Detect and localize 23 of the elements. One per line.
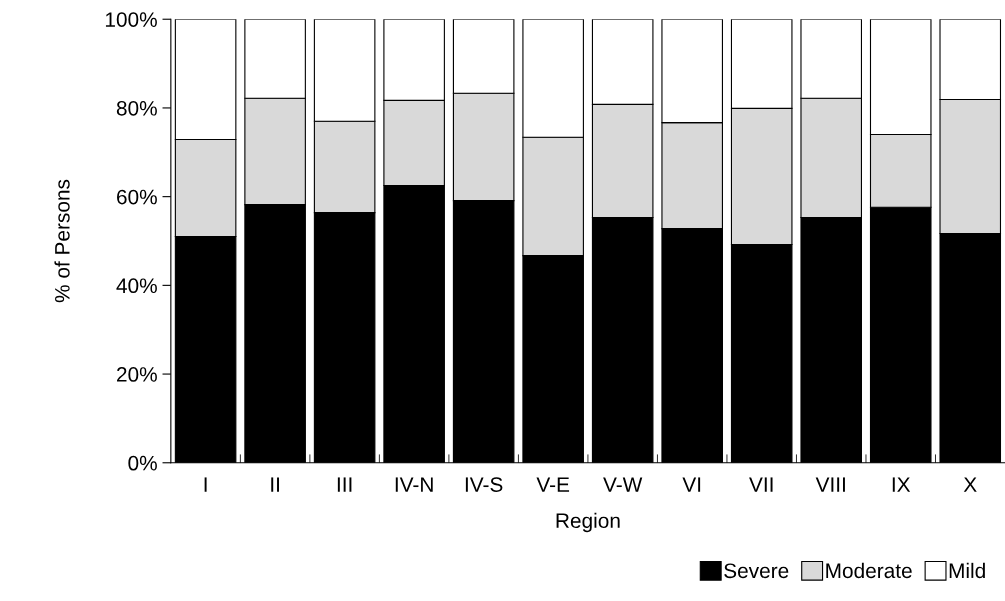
legend-label: Severe	[724, 563, 789, 579]
legend-label: Mild	[949, 562, 985, 579]
legend-label: Moderate	[826, 562, 912, 579]
y-tick-label: 20%	[117, 367, 157, 382]
x-tick-label: V-W	[603, 477, 643, 492]
x-tick-label: III	[337, 477, 352, 492]
y-tick-label: 80%	[116, 100, 157, 116]
x-tick-label: X	[963, 477, 977, 492]
y-axis-title: % of Persons	[54, 179, 70, 303]
x-tick-label: IX	[892, 477, 911, 492]
x-tick-label: VI	[682, 477, 701, 492]
y-tick-label: 0%	[128, 455, 157, 471]
x-tick-label: I	[204, 477, 207, 492]
y-tick-label: 40%	[116, 278, 157, 294]
x-tick-label: VII	[749, 477, 773, 492]
x-tick-label: II	[271, 477, 279, 492]
x-tick-label: IV-S	[465, 477, 503, 492]
x-tick-label: V-E	[536, 477, 570, 492]
x-tick-label: VIII	[815, 477, 845, 492]
x-tick-label: IV-N	[395, 477, 433, 492]
y-tick-label: 100%	[105, 12, 157, 27]
x-axis-title: Region	[556, 512, 620, 533]
y-tick-label: 60%	[117, 189, 157, 205]
